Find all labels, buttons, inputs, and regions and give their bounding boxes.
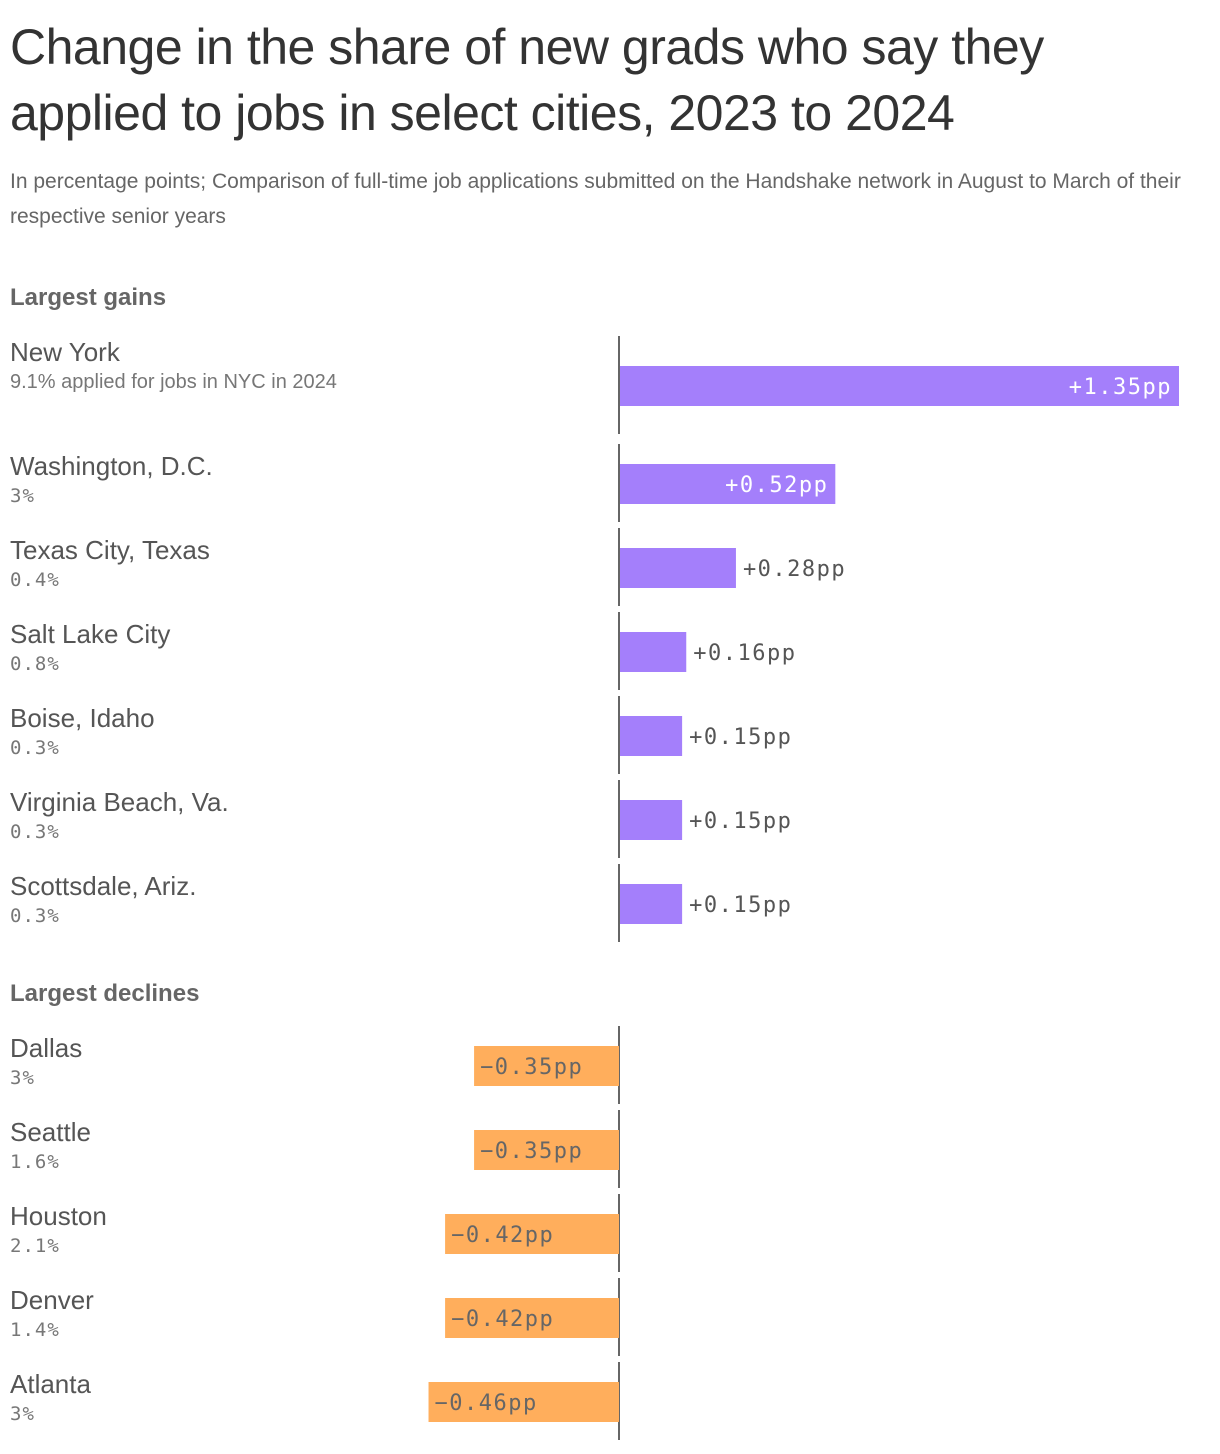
chart-title: Change in the share of new grads who say… [10,19,1044,141]
value-label-atlanta: −0.46pp [435,1391,538,1416]
city-share-note: 1.6% [10,1151,60,1173]
city-name: Denver [10,1285,94,1315]
row-label-houston: Houston 2.1% [10,1200,340,1261]
city-name: Dallas [10,1033,83,1063]
city-share-note: 0.3% [10,905,60,927]
city-share-note: 3% [10,1403,35,1425]
value-label-salt-lake-city: +0.16pp [693,641,796,666]
bar-scottsdale-ariz [620,884,683,924]
value-label-virginia-beach-va: +0.15pp [689,809,792,834]
value-label-houston: −0.42pp [451,1223,554,1248]
chart-subtitle: In percentage points; Comparison of full… [10,170,1181,228]
value-label-boise-idaho: +0.15pp [689,725,792,750]
bar-texas-city-texas [620,548,736,588]
bar-virginia-beach-va [620,800,683,840]
bar-denver [445,1298,619,1338]
city-share-note: 9.1% applied for jobs in NYC in 2024 [10,371,337,393]
city-name: New York [10,337,120,367]
value-label-washington-d-c: +0.52pp [725,473,828,498]
row-label-salt-lake-city: Salt Lake City 0.8% [10,618,340,679]
city-name: Scottsdale, Ariz. [10,871,197,901]
value-label-seattle: −0.35pp [480,1139,583,1164]
bar-seattle [474,1130,619,1170]
city-name: Salt Lake City [10,619,171,649]
bar-dallas [474,1046,619,1086]
row-label-scottsdale-ariz: Scottsdale, Ariz. 0.3% [10,870,340,931]
value-label-scottsdale-ariz: +0.15pp [689,893,792,918]
row-label-denver: Denver 1.4% [10,1284,340,1345]
bar-boise-idaho [620,716,683,756]
city-share-note: 0.4% [10,569,60,591]
city-share-note: 0.3% [10,821,60,843]
section-title-declines: Largest declines [10,980,200,1007]
city-share-note: 3% [10,485,35,507]
city-name: Boise, Idaho [10,703,155,733]
row-label-virginia-beach-va: Virginia Beach, Va. 0.3% [10,786,340,847]
city-share-note: 0.3% [10,737,60,759]
city-share-note: 1.4% [10,1319,60,1341]
city-name: Washington, D.C. [10,451,213,481]
city-share-note: 3% [10,1067,35,1089]
city-share-note: 0.8% [10,653,60,675]
city-name: Houston [10,1201,107,1231]
value-label-new-york: +1.35pp [1069,375,1172,400]
row-label-atlanta: Atlanta 3% [10,1368,340,1429]
city-name: Texas City, Texas [10,535,210,565]
city-name: Seattle [10,1117,91,1147]
row-label-texas-city-texas: Texas City, Texas 0.4% [10,534,340,595]
row-label-boise-idaho: Boise, Idaho 0.3% [10,702,340,763]
value-label-texas-city-texas: +0.28pp [743,557,846,582]
city-name: Virginia Beach, Va. [10,787,229,817]
value-label-denver: −0.42pp [451,1307,554,1332]
section-title-gains: Largest gains [10,284,167,311]
bar-houston [445,1214,619,1254]
bar-washington-d-c [620,464,836,504]
bar-salt-lake-city [620,632,687,672]
row-label-new-york: New York 9.1% applied for jobs in NYC in … [10,336,340,397]
row-label-dallas: Dallas 3% [10,1032,340,1093]
row-label-seattle: Seattle 1.6% [10,1116,340,1177]
city-name: Atlanta [10,1369,91,1399]
value-label-dallas: −0.35pp [480,1055,583,1080]
bar-atlanta [428,1382,619,1422]
row-label-washington-d-c: Washington, D.C. 3% [10,450,340,511]
bar-new-york [620,366,1179,406]
city-share-note: 2.1% [10,1235,60,1257]
